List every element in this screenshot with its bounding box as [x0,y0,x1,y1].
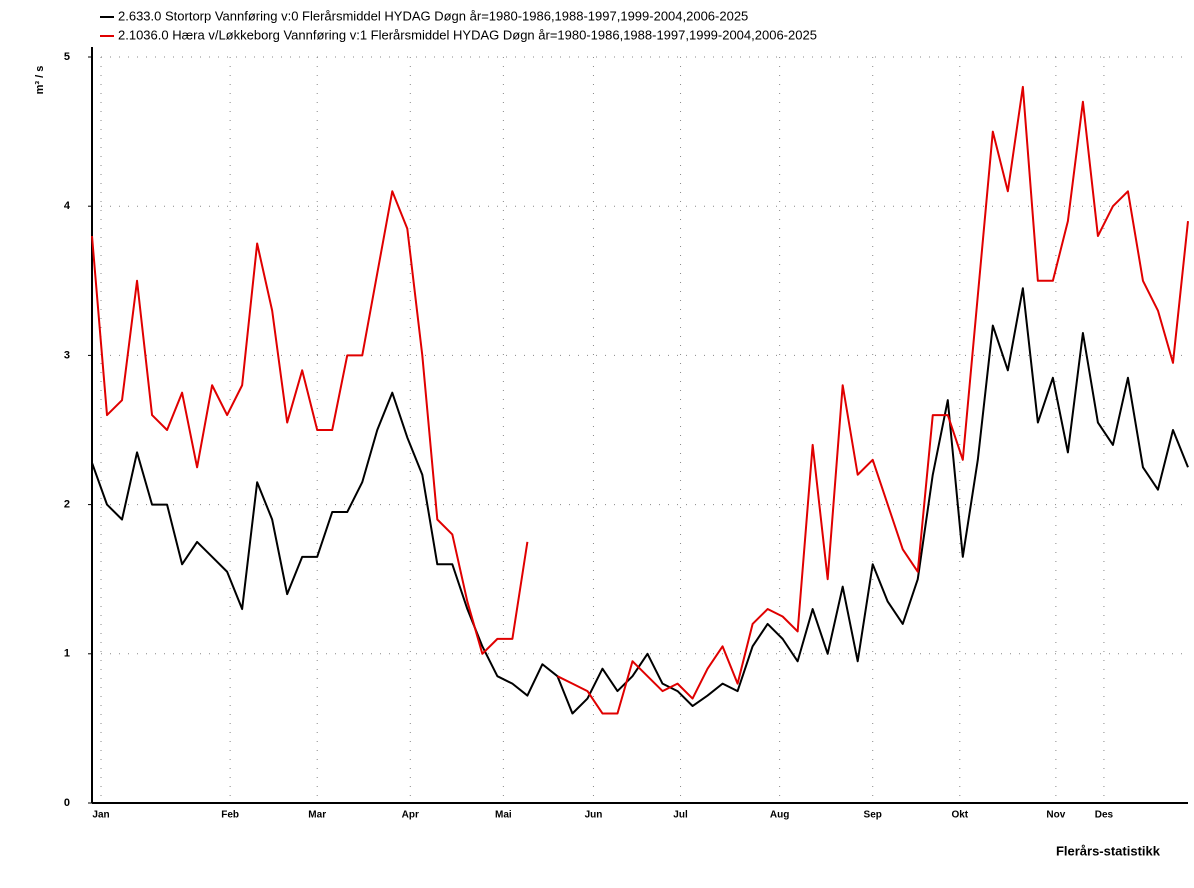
x-tick-label: Feb [221,810,239,821]
y-axis-label: m³ / s [34,66,46,95]
footer: Flerårs-statistikk [1056,843,1161,858]
legend-label: 2.1036.0 Hæra v/Løkkeborg Vannføring v:1… [118,27,817,42]
x-tick-label: Jan [92,810,109,821]
x-tick-label: Nov [1046,810,1065,821]
x-tick-label: Okt [951,810,968,821]
x-tick-label: Jul [673,810,688,821]
series-line [91,287,1189,715]
y-tick-label: 1 [64,648,70,660]
x-tick-label: Apr [402,810,419,821]
x-tick-label: Mai [495,810,512,821]
y-tick-label: 5 [64,51,70,63]
y-tick-label: 4 [64,200,71,212]
y-tick-label: 2 [64,499,70,511]
x-tick-label: Des [1095,810,1114,821]
y-tick-label: 0 [64,797,70,809]
x-tick-label: Sep [864,810,882,821]
x-tick-label: Aug [770,810,789,821]
y-tick-label: 3 [64,349,70,361]
series-line [91,190,529,655]
x-tick-label: Mar [308,810,326,821]
series-line [556,85,1189,715]
x-tick-label: Jun [585,810,603,821]
legend-label: 2.633.0 Stortorp Vannføring v:0 Flerårsm… [118,8,748,23]
